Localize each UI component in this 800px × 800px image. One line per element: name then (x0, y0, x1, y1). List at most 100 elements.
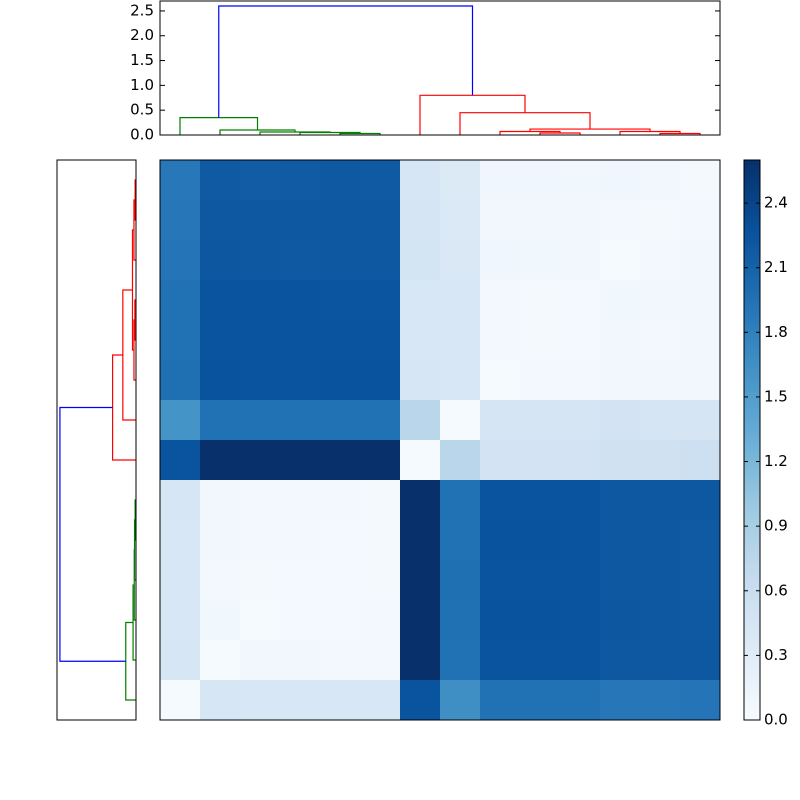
heatmap-cell (280, 280, 321, 321)
heatmap-cell (680, 680, 721, 721)
y-tick-label: 0.0 (130, 126, 154, 144)
heatmap-cell (440, 360, 481, 401)
heatmap-cell (520, 160, 561, 201)
heatmap-cell (680, 200, 721, 241)
heatmap-cell (440, 480, 481, 521)
heatmap-cell (520, 480, 561, 521)
dendrogram-link (111, 354, 136, 461)
heatmap-cell (280, 400, 321, 441)
heatmap-cell (360, 240, 401, 281)
heatmap-cell (560, 600, 601, 641)
heatmap-cell (640, 160, 681, 201)
heatmap-cell (480, 360, 521, 401)
heatmap-cell (400, 280, 441, 321)
heatmap-cell (320, 600, 361, 641)
heatmap-cell (240, 200, 281, 241)
heatmap-cell (680, 240, 721, 281)
heatmap-cell (280, 520, 321, 561)
heatmap-cell (240, 440, 281, 481)
y-tick-label: 0.5 (130, 101, 154, 119)
heatmap-cell (200, 280, 241, 321)
heatmap-cell (240, 240, 281, 281)
heatmap-cell (600, 160, 641, 201)
heatmap-cell (240, 160, 281, 201)
dendrogram-link (179, 117, 259, 135)
heatmap-cell (440, 280, 481, 321)
heatmap-cell (440, 240, 481, 281)
heatmap-cell (360, 400, 401, 441)
heatmap-cell (160, 680, 201, 721)
heatmap-cell (160, 200, 201, 241)
heatmap-cell (680, 480, 721, 521)
heatmap-cell (600, 440, 641, 481)
heatmap-cell (240, 320, 281, 361)
heatmap-cell (400, 320, 441, 361)
heatmap-cell (200, 400, 241, 441)
heatmap-cell (240, 360, 281, 401)
heatmap-cell (360, 360, 401, 401)
heatmap-cell (240, 400, 281, 441)
heatmap-cell (560, 200, 601, 241)
colorbar-tick-label: 1.5 (764, 387, 788, 405)
heatmap-cell (480, 440, 521, 481)
heatmap-cell (560, 520, 601, 561)
heatmap-cell (520, 600, 561, 641)
heatmap-cell (320, 520, 361, 561)
heatmap-cell (440, 320, 481, 361)
heatmap-cell (160, 400, 201, 441)
heatmap-cell (160, 440, 201, 481)
heatmap-cell (440, 560, 481, 601)
heatmap-cell (280, 440, 321, 481)
heatmap-cell (520, 640, 561, 681)
heatmap-cell (600, 600, 641, 641)
heatmap-cell (400, 160, 441, 201)
heatmap-cell (480, 480, 521, 521)
heatmap-cell (560, 560, 601, 601)
heatmap-cell (280, 160, 321, 201)
heatmap-cell (600, 560, 641, 601)
colorbar-tick-label: 1.8 (764, 323, 788, 341)
heatmap-cell (200, 160, 241, 201)
heatmap-cell (640, 640, 681, 681)
heatmap-cell (520, 400, 561, 441)
heatmap-cell (560, 280, 601, 321)
heatmap-cell (240, 560, 281, 601)
heatmap-cell (480, 600, 521, 641)
dendrogram-link (419, 94, 526, 135)
heatmap-cell (640, 360, 681, 401)
dendrogram-link (218, 5, 474, 118)
heatmap-cell (640, 480, 681, 521)
heatmap-cell (520, 200, 561, 241)
heatmap-cell (320, 400, 361, 441)
axes-frame (159, 159, 721, 721)
heatmap-cell (560, 160, 601, 201)
heatmap-cell (640, 560, 681, 601)
heatmap-cell (480, 160, 521, 201)
heatmap-cell (400, 360, 441, 401)
heatmap-cell (200, 560, 241, 601)
heatmap-cell (440, 440, 481, 481)
heatmap-cell (280, 320, 321, 361)
heatmap-cell (200, 480, 241, 521)
heatmap-cell (440, 680, 481, 721)
heatmap-cell (520, 280, 561, 321)
colorbar-tick-label: 2.1 (764, 258, 788, 276)
heatmap-cell (320, 360, 361, 401)
heatmap-cell (560, 360, 601, 401)
heatmap-cell (320, 240, 361, 281)
heatmap-cell (680, 360, 721, 401)
heatmap-cell (360, 680, 401, 721)
heatmap-cell (360, 320, 401, 361)
heatmap-cell (160, 600, 201, 641)
heatmap-cell (440, 640, 481, 681)
heatmap-cell (200, 200, 241, 241)
colorbar (743, 159, 761, 721)
heatmap-cell (160, 360, 201, 401)
dendrogram-link (59, 406, 126, 662)
heatmap-cell (160, 640, 201, 681)
heatmap-cell (560, 680, 601, 721)
heatmap-cell (400, 560, 441, 601)
heatmap-cell (640, 600, 681, 641)
dendrogram-link (131, 229, 134, 351)
